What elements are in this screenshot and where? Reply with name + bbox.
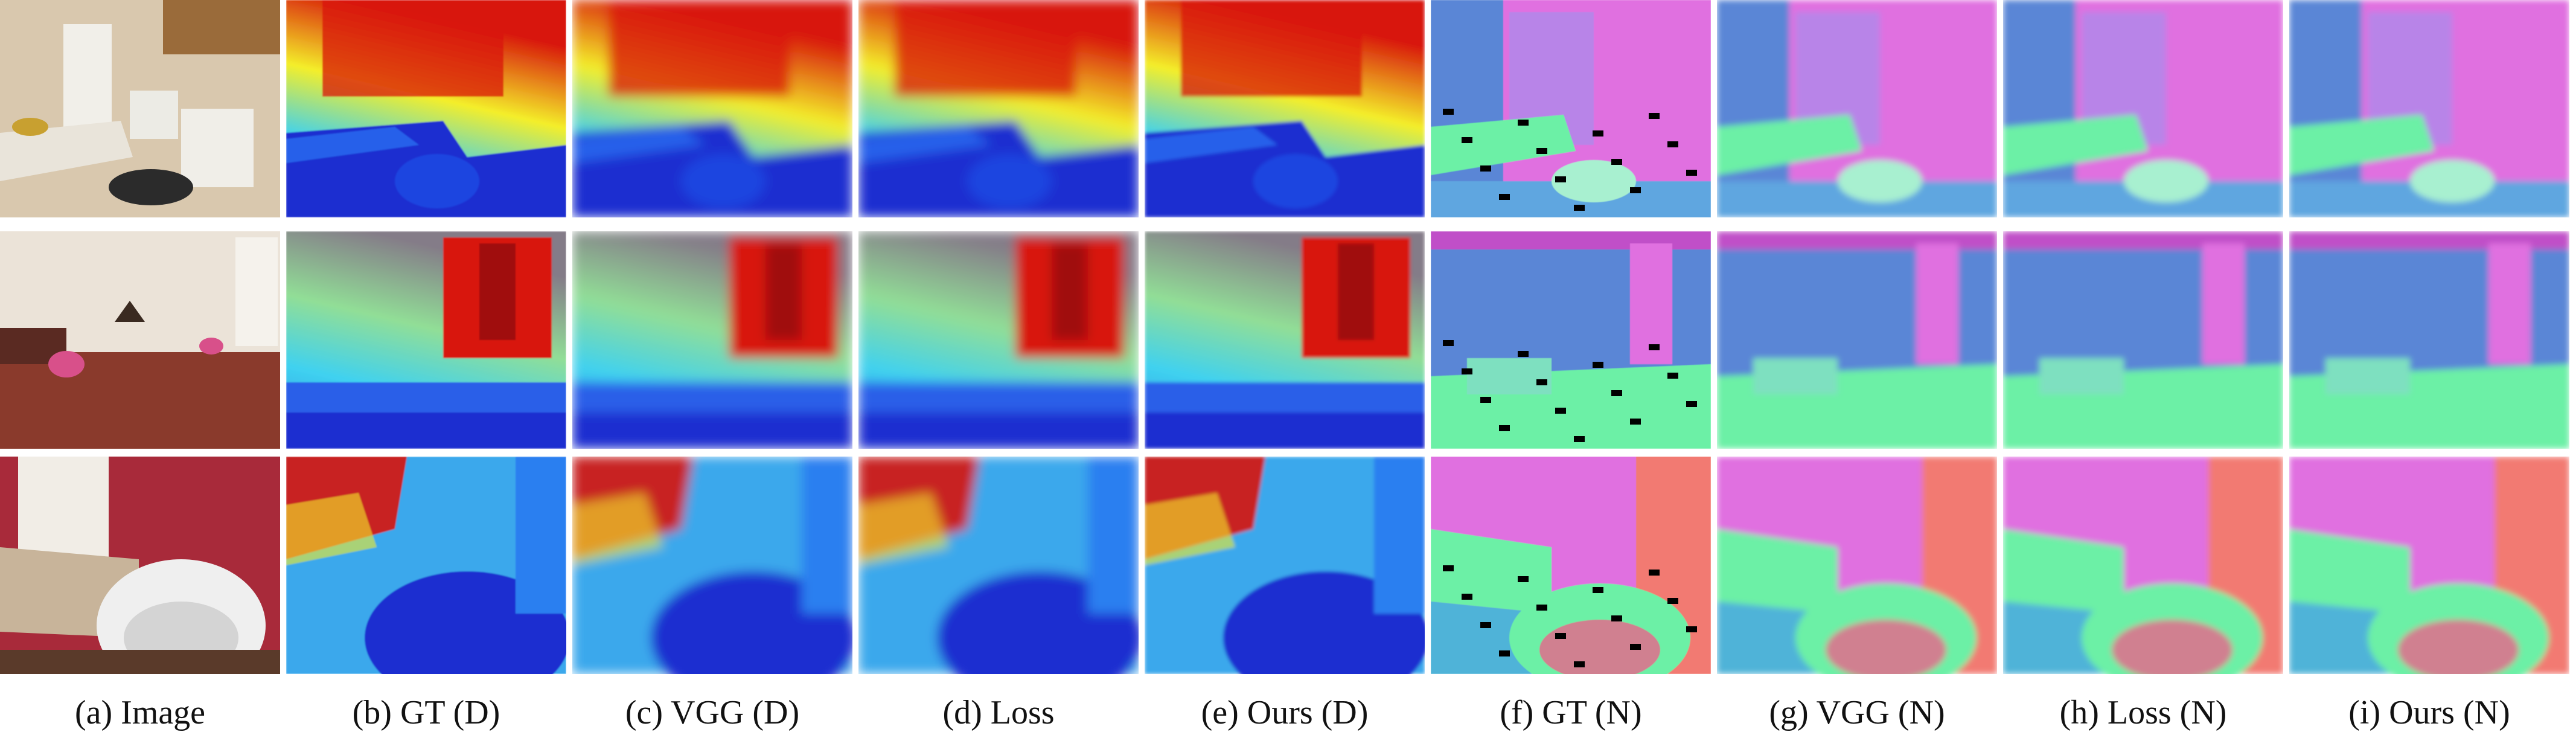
kitchen-loss-normal-panel	[2003, 0, 2283, 217]
kitchen-image-graphic	[0, 0, 280, 217]
kitchen-ours-depth-panel	[1145, 0, 1425, 217]
living-room-image-graphic	[0, 457, 280, 674]
kitchen-gt-normal-panel	[1431, 0, 1711, 217]
living-room-gt-depth-panel	[286, 457, 566, 674]
bedroom-loss-normal-graphic	[2003, 231, 2283, 449]
living-room-loss-normal-graphic	[2003, 457, 2283, 674]
bedroom-ours-normal-graphic	[2289, 231, 2569, 449]
living-room-gt-normal-panel	[1431, 457, 1711, 674]
living-room-ours-depth-panel	[1145, 457, 1425, 674]
caption-gt-normal: (f) GT (N)	[1500, 694, 1642, 731]
kitchen-loss-depth-graphic	[858, 0, 1139, 217]
kitchen-vgg-normal-graphic	[1717, 0, 1997, 217]
kitchen-vgg-depth-graphic	[572, 0, 852, 217]
living-room-gt-normal-graphic	[1431, 457, 1711, 674]
bedroom-loss-normal-panel	[2003, 231, 2283, 449]
bedroom-loss-depth-panel	[858, 231, 1139, 449]
bedroom-image-panel	[0, 231, 280, 449]
bedroom-loss-depth-graphic	[858, 231, 1139, 449]
kitchen-gt-normal-graphic	[1431, 0, 1711, 217]
living-room-loss-depth-panel	[858, 457, 1139, 674]
kitchen-image-panel	[0, 0, 280, 217]
living-room-vgg-depth-panel	[572, 457, 852, 674]
bedroom-gt-normal-panel	[1431, 231, 1711, 449]
kitchen-loss-depth-panel	[858, 0, 1139, 217]
caption-gt-depth: (b) GT (D)	[352, 694, 500, 731]
bedroom-vgg-normal-panel	[1717, 231, 1997, 449]
bedroom-vgg-depth-panel	[572, 231, 852, 449]
bedroom-gt-depth-graphic	[286, 231, 566, 449]
kitchen-gt-depth-panel	[286, 0, 566, 217]
kitchen-vgg-normal-panel	[1717, 0, 1997, 217]
caption-ours-normal: (i) Ours (N)	[2348, 694, 2510, 731]
kitchen-ours-depth-graphic	[1145, 0, 1425, 217]
bedroom-ours-normal-panel	[2289, 231, 2569, 449]
living-room-gt-depth-graphic	[286, 457, 566, 674]
kitchen-gt-depth-graphic	[286, 0, 566, 217]
bedroom-vgg-depth-graphic	[572, 231, 852, 449]
figure-row-kitchen	[0, 0, 2576, 217]
living-room-vgg-normal-panel	[1717, 457, 1997, 674]
figure-row-living-room	[0, 457, 2576, 674]
living-room-loss-depth-graphic	[858, 457, 1139, 674]
living-room-ours-normal-panel	[2289, 457, 2569, 674]
caption-loss-normal: (h) Loss (N)	[2059, 694, 2227, 731]
bedroom-ours-depth-panel	[1145, 231, 1425, 449]
caption-image: (a) Image	[74, 694, 206, 731]
kitchen-loss-normal-graphic	[2003, 0, 2283, 217]
bedroom-gt-normal-graphic	[1431, 231, 1711, 449]
living-room-vgg-depth-graphic	[572, 457, 852, 674]
living-room-image-panel	[0, 457, 280, 674]
kitchen-ours-normal-panel	[2289, 0, 2569, 217]
living-room-ours-depth-graphic	[1145, 457, 1425, 674]
caption-vgg-depth: (c) VGG (D)	[625, 694, 800, 731]
kitchen-ours-normal-graphic	[2289, 0, 2569, 217]
living-room-ours-normal-graphic	[2289, 457, 2569, 674]
bedroom-gt-depth-panel	[286, 231, 566, 449]
bedroom-ours-depth-graphic	[1145, 231, 1425, 449]
caption-vgg-normal: (g) VGG (N)	[1769, 694, 1945, 731]
bedroom-image-graphic	[0, 231, 280, 449]
bedroom-vgg-normal-graphic	[1717, 231, 1997, 449]
caption-ours-depth: (e) Ours (D)	[1201, 694, 1369, 731]
kitchen-vgg-depth-panel	[572, 0, 852, 217]
living-room-loss-normal-panel	[2003, 457, 2283, 674]
caption-loss-depth: (d) Loss	[942, 694, 1055, 731]
living-room-vgg-normal-graphic	[1717, 457, 1997, 674]
figure-row-bedroom	[0, 231, 2576, 449]
